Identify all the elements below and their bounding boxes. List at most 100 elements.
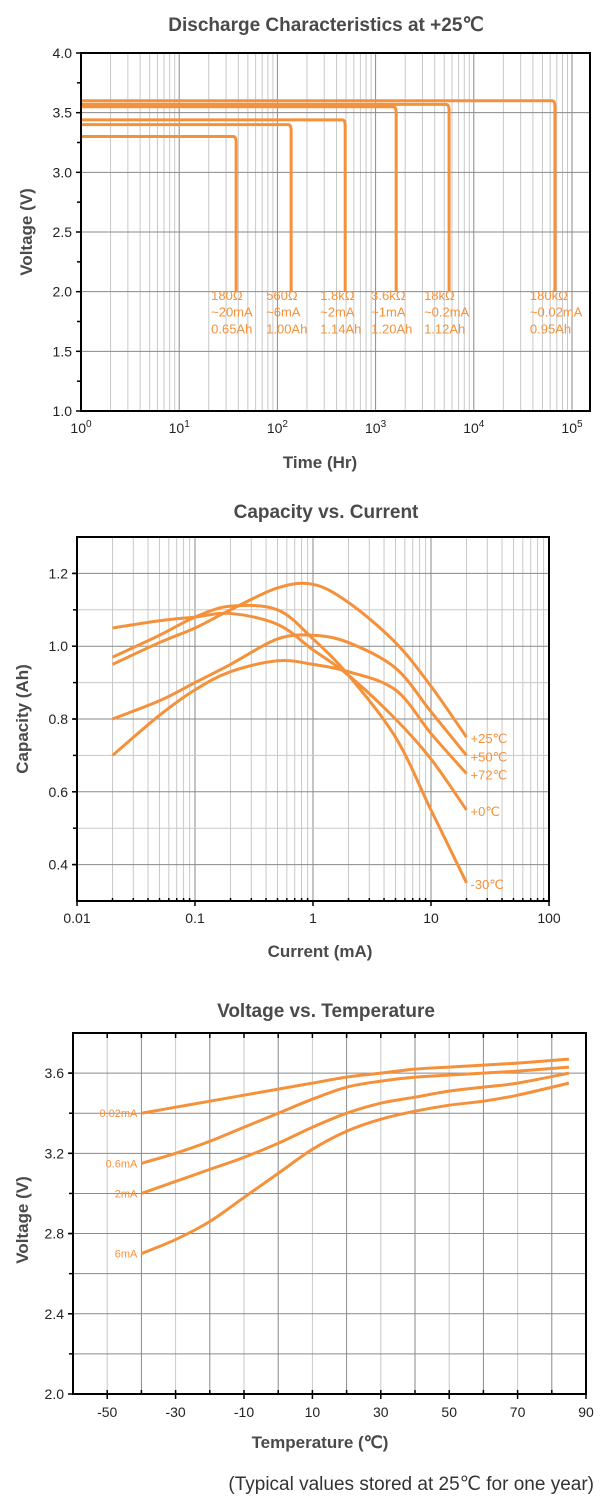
capacity-curve [111,658,468,775]
x-tick-label: -10 [234,1404,254,1420]
load-label: 180kΩ [530,288,568,303]
x-tick-exponent: 3 [381,419,387,430]
current-label: ~1mA [371,305,406,320]
y-tick-label: 0.8 [49,711,69,727]
capacity-label: 1.12Ah [424,321,465,336]
capacity-series: +0℃ [112,611,500,819]
voltage-temperature-chart: Voltage vs. Temperature 0.02mA 0.6mA 2mA 6m… [13,1001,594,1495]
y-tick-label: 2.0 [45,1386,65,1402]
capacity-label: 1.14Ah [320,321,361,336]
y-tick-label: 3.2 [45,1145,65,1161]
x-tick-label: 101 [169,419,191,436]
discharge-curve [81,105,398,292]
y-axis-label: Voltage (V) [17,188,36,276]
load-label: 3.6kΩ [371,288,406,303]
capacity-label: 1.00Ah [266,321,307,336]
current-label: ~6mA [266,305,301,320]
chart-title: Discharge Characteristics at +25℃ [168,15,483,36]
x-axis-label: Temperature (℃) [252,1433,389,1452]
x-tick-label: 0.01 [63,910,90,926]
capacity-curve [112,611,468,811]
x-tick-label: 90 [578,1404,594,1420]
capacity-curve [111,603,468,884]
y-tick-label: 0.6 [49,784,69,800]
series-label: 0.6mA [106,1158,138,1170]
y-tick-label: 3.0 [53,164,73,180]
series-label: 0.02mA [99,1108,138,1120]
x-tick-label: 104 [463,419,485,436]
x-tick-exponent: 5 [577,419,583,430]
y-tick-label: 3.6 [45,1065,65,1081]
grid [73,537,549,901]
y-tick-label: 4.0 [53,45,73,61]
y-tick-label: 3.5 [53,105,73,121]
capacity-series: +25℃ [111,581,508,746]
load-label: 1.8kΩ [320,288,355,303]
x-tick-exponent: 0 [86,419,92,430]
voltage-curve [141,1057,570,1115]
capacity-series: +50℃ [111,633,508,764]
plot-frame [72,1032,587,1395]
x-tick-label: 0.1 [185,910,205,926]
discharge-curve [81,99,557,292]
discharge-chart: Discharge Characteristics at +25℃ 180Ω ~2… [17,15,591,472]
x-tick-label: 103 [365,419,387,436]
y-tick-label: 2.0 [53,284,73,300]
x-tick-exponent: 1 [184,419,190,430]
x-tick-label: 50 [441,1404,457,1420]
x-tick-label: 100 [537,910,561,926]
voltage-series: 2mA [115,1071,570,1200]
series-group: 0.02mA 0.6mA 2mA 6mA [99,1057,570,1261]
series-group: 180Ω~20mA0.65Ah560Ω~6mA1.00Ah1.8kΩ~2mA1.… [81,99,583,336]
y-tick-label: 2.4 [45,1306,65,1322]
capacity-label: 1.20Ah [371,321,412,336]
y-tick-label: 1.0 [49,638,69,654]
series-label: +25℃ [471,731,508,746]
y-axis-label: Voltage (V) [13,1176,32,1264]
grid [77,53,590,411]
x-tick-label: 1 [309,910,317,926]
x-tick-label: 100 [70,419,92,436]
x-tick-base: 10 [463,420,479,436]
series-label: +50℃ [471,749,508,764]
grid [69,1033,586,1394]
y-tick-label: 1.2 [49,565,69,581]
x-tick-label: 10 [423,910,439,926]
x-tick-base: 10 [267,420,283,436]
discharge-curve [81,135,238,292]
series-group: +25℃ +50℃ +72℃ +0℃ -30℃ [111,581,508,892]
chart-title: Capacity vs. Current [234,502,419,523]
x-tick-exponent: 4 [479,419,485,430]
current-label: ~20mA [211,305,253,320]
capacity-series: -30℃ [111,603,504,892]
x-tick-base: 10 [70,420,86,436]
x-tick-label: 10 [305,1404,321,1420]
voltage-curve [140,1071,570,1195]
discharge-curve [81,118,347,292]
x-tick-base: 10 [561,420,577,436]
voltage-series: 0.6mA [106,1065,570,1170]
footnote: (Typical values stored at 25℃ for one ye… [228,1474,594,1495]
x-tick-label: -50 [97,1404,117,1420]
chart-title: Voltage vs. Temperature [217,1001,435,1022]
x-tick-label: 105 [561,419,583,436]
capacity-label: 0.65Ah [211,321,252,336]
voltage-series: 6mA [115,1081,570,1261]
y-tick-label: 0.4 [49,857,69,873]
current-label: ~0.2mA [424,305,469,320]
capacity-chart: Capacity vs. Current +25℃ +50℃ +72℃ +0℃ -30℃… [13,502,561,961]
series-label: +0℃ [471,804,500,819]
capacity-curve [111,581,468,739]
capacity-label: 0.95Ah [530,321,571,336]
x-tick-label: -30 [165,1404,185,1420]
voltage-curve [140,1065,570,1165]
discharge-curve [81,123,293,292]
x-tick-label: 70 [510,1404,526,1420]
voltage-series: 0.02mA [99,1057,570,1120]
x-tick-label: 102 [267,419,289,436]
